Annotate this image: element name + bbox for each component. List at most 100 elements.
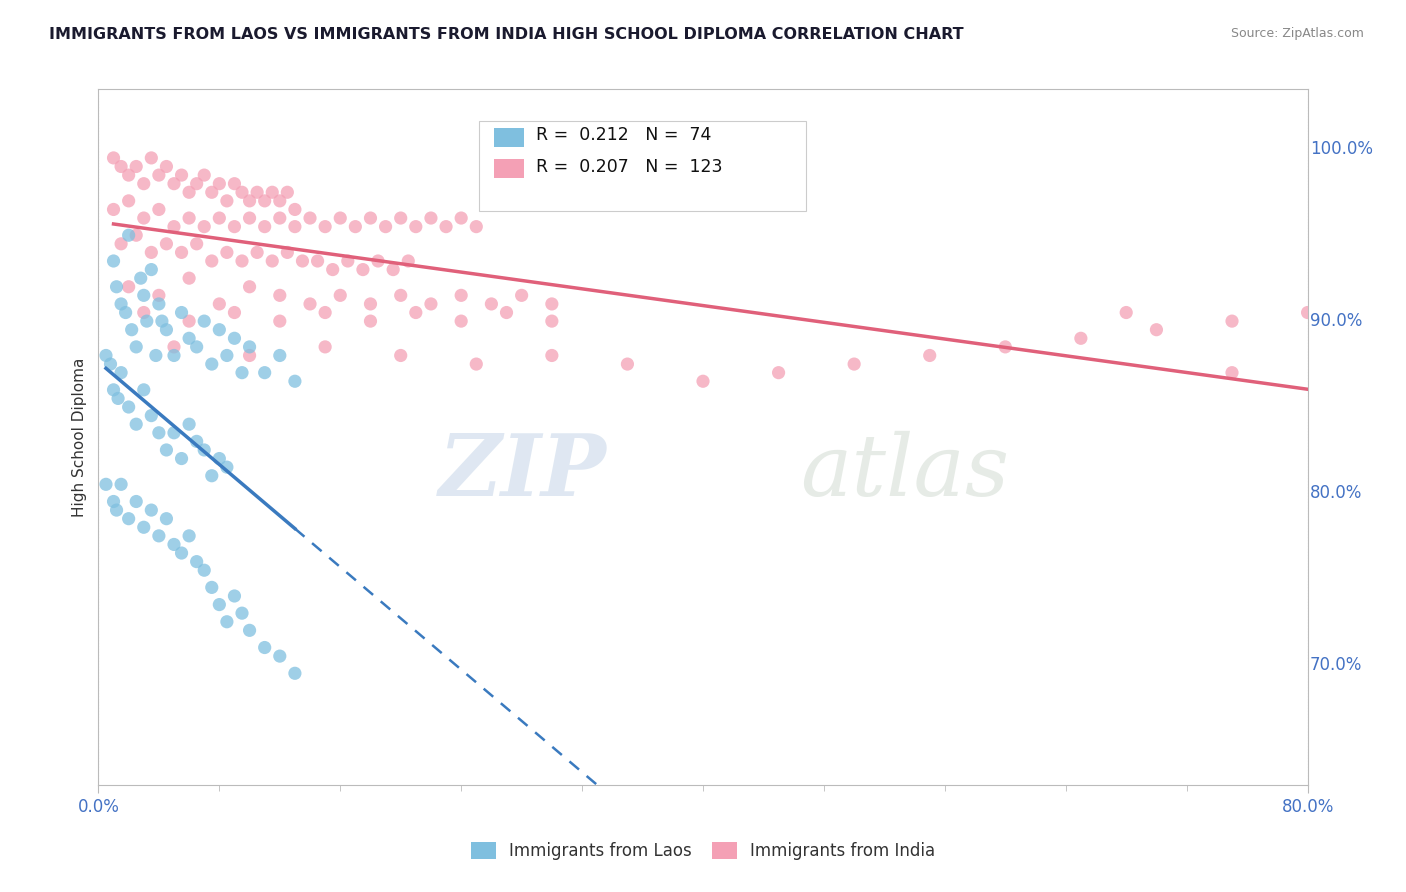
Point: [118, 168, 141, 182]
Point: [224, 589, 246, 603]
Text: R =  0.212   N =  74: R = 0.212 N = 74: [536, 126, 711, 144]
Point: [170, 305, 193, 319]
Point: [276, 186, 298, 200]
Point: [269, 649, 291, 664]
Point: [141, 245, 163, 260]
Point: [170, 546, 193, 560]
Point: [110, 297, 132, 311]
Point: [465, 219, 488, 234]
Text: IMMIGRANTS FROM LAOS VS IMMIGRANTS FROM INDIA HIGH SCHOOL DIPLOMA CORRELATION CH: IMMIGRANTS FROM LAOS VS IMMIGRANTS FROM …: [49, 27, 965, 42]
Point: [110, 160, 132, 174]
Point: [239, 349, 262, 363]
Bar: [494, 160, 524, 178]
Point: [420, 297, 443, 311]
Point: [141, 151, 163, 165]
Point: [179, 331, 201, 345]
Point: [314, 305, 336, 319]
Point: [170, 245, 193, 260]
Point: [360, 314, 382, 328]
Text: atlas: atlas: [800, 431, 1010, 513]
Point: [396, 254, 419, 268]
Point: [1115, 305, 1137, 319]
Point: [148, 425, 170, 440]
Point: [314, 219, 336, 234]
Point: [132, 211, 155, 225]
Point: [307, 254, 329, 268]
Point: [94, 477, 117, 491]
Point: [215, 194, 238, 208]
Point: [215, 349, 238, 363]
Point: [224, 331, 246, 345]
Point: [201, 186, 224, 200]
Point: [201, 357, 224, 371]
Point: [450, 288, 472, 302]
Point: [231, 366, 253, 380]
Point: [118, 511, 141, 525]
Point: [145, 349, 167, 363]
Point: [110, 477, 132, 491]
Point: [125, 494, 148, 508]
Point: [118, 194, 141, 208]
Point: [420, 211, 443, 225]
Point: [231, 254, 253, 268]
Point: [100, 357, 122, 371]
Point: [208, 323, 231, 337]
Point: [141, 409, 163, 423]
Point: [405, 305, 427, 319]
Point: [269, 194, 291, 208]
Text: 100.0%: 100.0%: [1310, 140, 1374, 158]
Point: [239, 279, 262, 293]
Point: [208, 598, 231, 612]
Point: [186, 177, 208, 191]
Point: [269, 349, 291, 363]
Point: [155, 442, 177, 457]
Point: [540, 349, 562, 363]
Point: [1144, 323, 1167, 337]
Point: [141, 262, 163, 277]
Point: [540, 314, 562, 328]
Point: [105, 279, 128, 293]
Point: [352, 262, 374, 277]
Point: [179, 417, 201, 432]
Point: [299, 297, 322, 311]
Point: [434, 219, 457, 234]
Point: [148, 529, 170, 543]
Point: [193, 314, 215, 328]
Point: [135, 314, 157, 328]
Point: [389, 288, 412, 302]
Point: [121, 323, 143, 337]
Legend: Immigrants from Laos, Immigrants from India: Immigrants from Laos, Immigrants from In…: [464, 836, 942, 867]
Point: [382, 262, 405, 277]
Point: [284, 666, 307, 681]
Point: [481, 297, 503, 311]
Point: [179, 314, 201, 328]
Point: [389, 349, 412, 363]
Point: [208, 297, 231, 311]
Text: ZIP: ZIP: [439, 430, 606, 514]
Point: [239, 211, 262, 225]
Point: [186, 555, 208, 569]
Point: [389, 211, 412, 225]
Point: [125, 417, 148, 432]
Point: [110, 366, 132, 380]
Point: [253, 640, 276, 655]
Point: [253, 194, 276, 208]
Point: [163, 349, 186, 363]
Point: [344, 219, 367, 234]
Point: [215, 460, 238, 475]
Point: [262, 186, 284, 200]
Point: [768, 366, 790, 380]
Point: [110, 236, 132, 251]
Point: [94, 349, 117, 363]
Point: [103, 202, 125, 217]
Point: [253, 366, 276, 380]
Point: [269, 288, 291, 302]
Point: [269, 211, 291, 225]
Point: [193, 168, 215, 182]
Text: 70.0%: 70.0%: [1310, 656, 1362, 673]
Point: [374, 219, 396, 234]
Point: [179, 186, 201, 200]
Point: [201, 468, 224, 483]
Point: [224, 305, 246, 319]
Point: [215, 615, 238, 629]
